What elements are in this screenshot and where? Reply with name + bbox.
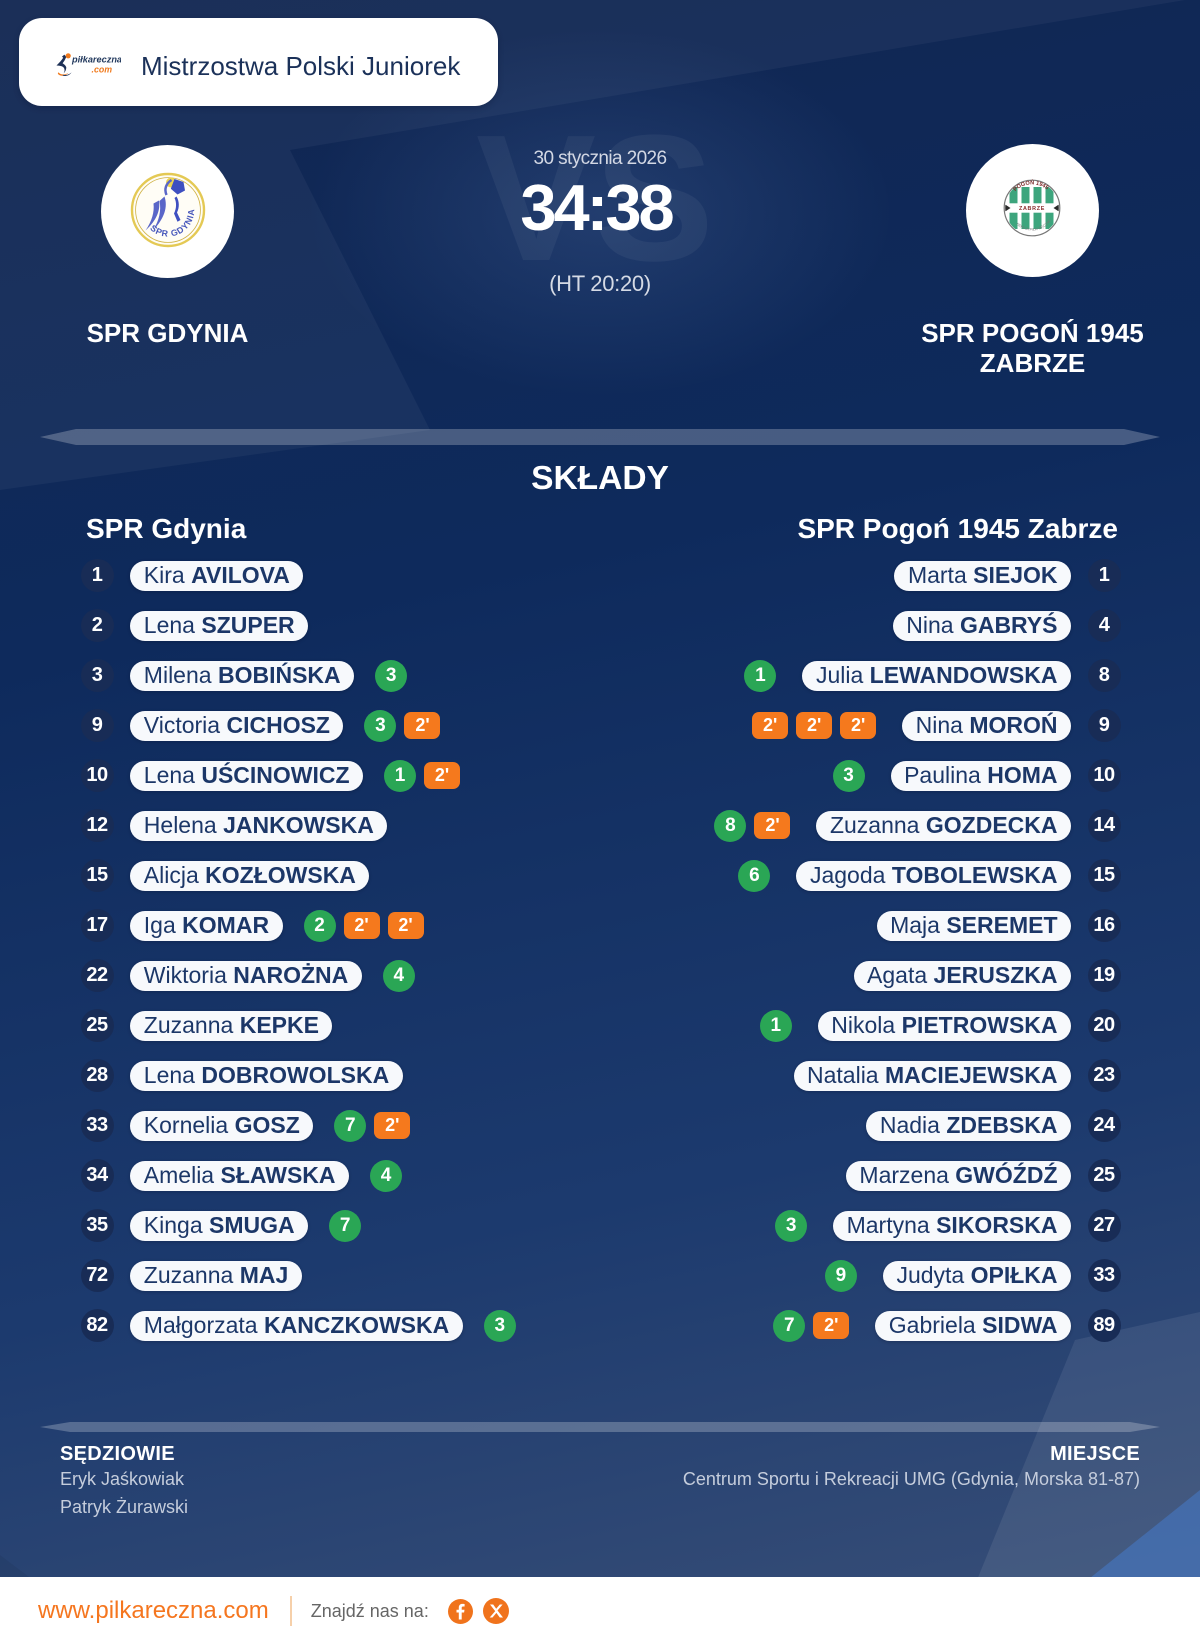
- svg-text:piłkareczna: piłkareczna: [71, 55, 121, 65]
- svg-text:.com: .com: [92, 65, 113, 75]
- svg-text:ZABRZE: ZABRZE: [1019, 206, 1045, 212]
